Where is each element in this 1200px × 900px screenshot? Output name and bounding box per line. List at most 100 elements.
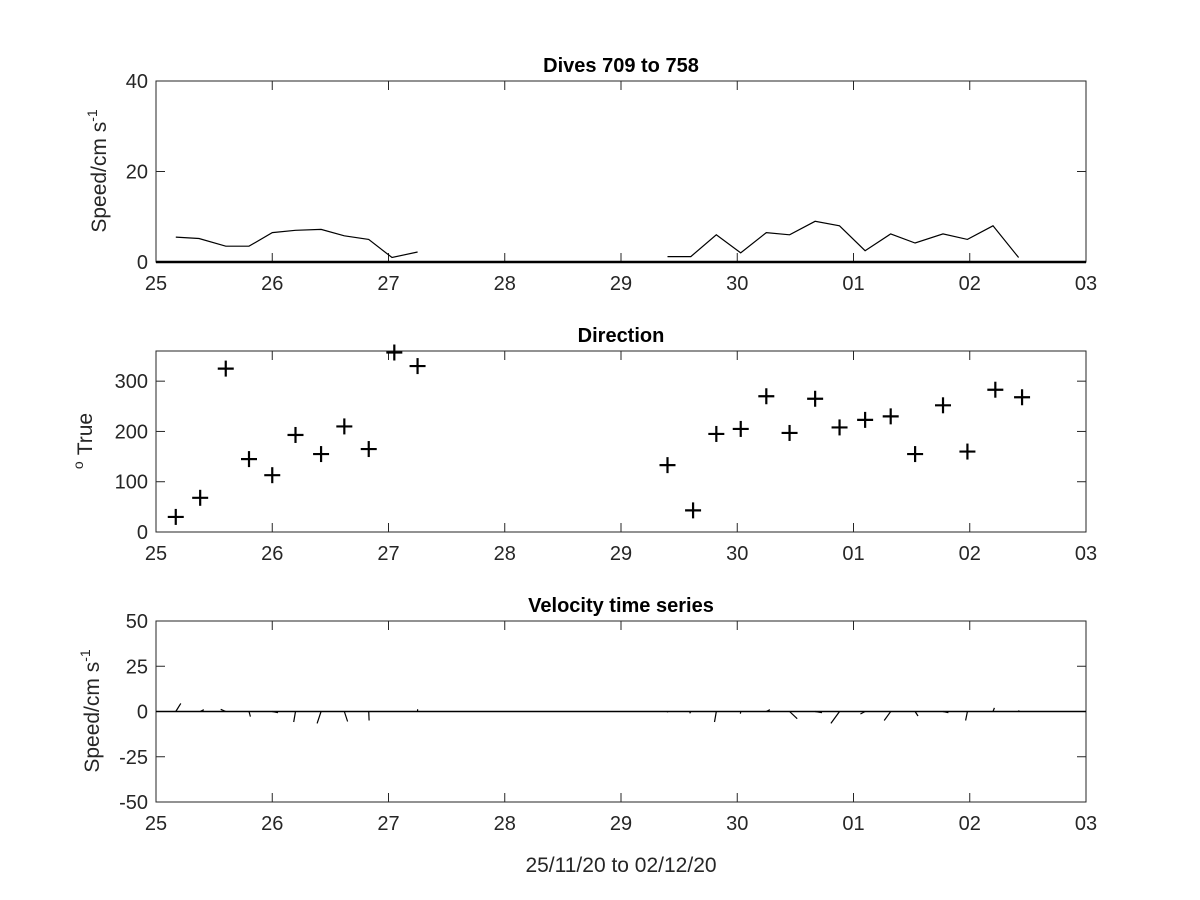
direction-point: [987, 381, 1004, 398]
x-tick-label: 02: [959, 273, 981, 295]
velocity-stick: [199, 709, 205, 713]
velocity-stick: [942, 710, 949, 714]
velocity-stick: [272, 710, 279, 714]
x-tick-label: 27: [377, 273, 399, 295]
x-tick-label: 29: [610, 543, 632, 565]
direction-point: [217, 360, 234, 377]
velocity-stick: [815, 710, 823, 714]
direction-ylabel: oTrue: [70, 413, 97, 469]
x-tick-label: 02: [959, 543, 981, 565]
direction-title: Direction: [578, 325, 665, 347]
direction-point: [907, 446, 924, 463]
y-tick-label: 20: [126, 162, 148, 184]
direction-point: [192, 489, 209, 506]
velocity-stick: [883, 711, 892, 721]
velocity-stick: [992, 707, 995, 712]
x-tick-label: 26: [261, 813, 283, 835]
direction-point: [409, 358, 426, 375]
velocity-stick: [175, 703, 182, 712]
x-tick-label: 02: [959, 813, 981, 835]
speed-line-segment: [667, 220, 1020, 258]
velocity-title: Velocity time series: [528, 595, 714, 617]
speed-panel: Dives 709 to 758 Speed/cm s-1 25 26 27 28 29…: [84, 55, 1097, 295]
direction-point: [241, 451, 257, 468]
y-tick-label: 0: [137, 522, 148, 544]
direction-point: [959, 443, 976, 460]
direction-point: [1014, 389, 1031, 406]
x-tick-label: 03: [1075, 543, 1097, 565]
x-tick-label: 25: [145, 273, 167, 295]
velocity-stick: [830, 711, 841, 724]
direction-point: [313, 446, 330, 463]
velocity-ylabel: Speed/cm s-1: [77, 649, 104, 773]
y-tick-label: 200: [115, 421, 148, 443]
y-tick-label: 50: [126, 611, 148, 633]
x-tick-label: 01: [842, 273, 864, 295]
y-tick-label: -50: [119, 792, 148, 814]
direction-point: [708, 425, 725, 442]
direction-point: [935, 397, 952, 414]
direction-point: [167, 508, 184, 525]
x-tick-label: 28: [494, 543, 516, 565]
velocity-sticks: [156, 703, 1086, 724]
velocity-stick: [689, 711, 692, 714]
speed-ticks: 25 26 27 28 29 30 01 02 03 0 20 40: [126, 71, 1097, 295]
x-tick-label: 03: [1075, 273, 1097, 295]
x-tick-label: 29: [610, 813, 632, 835]
x-tick-label: 28: [494, 813, 516, 835]
y-tick-label: 300: [115, 371, 148, 393]
direction-ticks: 25 26 27 28 29 30 01 02 03 0 100 200 300: [115, 351, 1097, 565]
direction-point: [685, 502, 702, 519]
velocity-stick: [220, 708, 226, 713]
x-tick-label: 27: [377, 813, 399, 835]
velocity-stick: [860, 710, 866, 715]
y-tick-label: 0: [137, 702, 148, 724]
speed-ylabel: Speed/cm s-1: [84, 109, 111, 233]
x-tick-label: 28: [494, 273, 516, 295]
direction-point: [807, 390, 824, 407]
velocity-stick: [789, 711, 798, 720]
x-tick-label: 26: [261, 543, 283, 565]
velocity-stick: [914, 711, 919, 717]
direction-point: [857, 411, 874, 428]
direction-markers: [167, 344, 1031, 525]
y-tick-label: 100: [115, 472, 148, 494]
direction-point: [882, 408, 899, 425]
speed-title: Dives 709 to 758: [543, 55, 699, 77]
velocity-xlabel: 25/11/20 to 02/12/20: [525, 854, 716, 877]
speed-axes-box: [155, 80, 1087, 263]
velocity-ticks: 25 26 27 28 29 30 01 02 03 -50 -25 0 25 50: [119, 611, 1097, 835]
x-tick-label: 30: [726, 543, 748, 565]
velocity-stick: [766, 709, 771, 713]
velocity-stick: [1018, 710, 1020, 712]
x-tick-label: 25: [145, 813, 167, 835]
direction-point: [781, 424, 798, 441]
direction-point: [386, 344, 403, 361]
x-tick-label: 25: [145, 543, 167, 565]
direction-point: [831, 419, 848, 436]
direction-panel: Direction oTrue 25 26 27 28 29 30 01 02 03 0 100 20…: [70, 325, 1097, 565]
y-tick-label: -25: [119, 747, 148, 769]
x-tick-label: 30: [726, 813, 748, 835]
direction-point: [659, 457, 676, 474]
direction-point: [732, 420, 749, 437]
x-tick-label: 27: [377, 543, 399, 565]
x-tick-label: 26: [261, 273, 283, 295]
y-tick-label: 0: [137, 252, 148, 274]
direction-point: [758, 388, 775, 405]
direction-axes-box: [155, 350, 1087, 533]
x-tick-label: 03: [1075, 813, 1097, 835]
velocity-stick: [293, 711, 297, 723]
velocity-panel: Velocity time series Speed/cm s-1 25/11/…: [77, 595, 1097, 877]
direction-point: [264, 467, 281, 484]
velocity-stick: [713, 711, 717, 723]
x-tick-label: 01: [842, 813, 864, 835]
speed-line-segment: [175, 228, 418, 259]
direction-point: [360, 441, 377, 458]
velocity-stick: [316, 711, 322, 724]
y-tick-label: 40: [126, 71, 148, 93]
direction-point: [336, 418, 353, 435]
x-tick-label: 01: [842, 543, 864, 565]
direction-point: [287, 426, 304, 443]
